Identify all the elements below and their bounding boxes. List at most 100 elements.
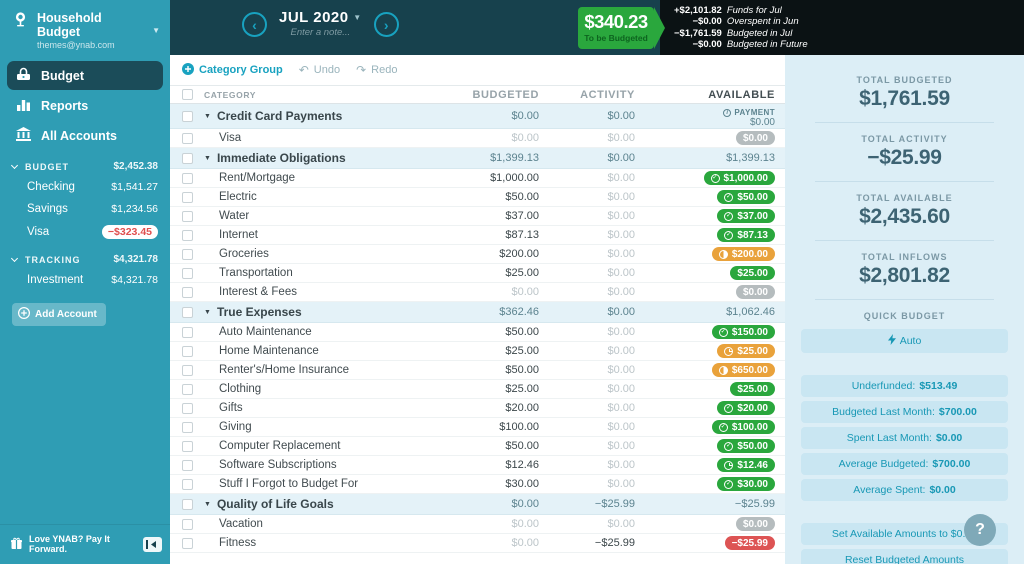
activity-value[interactable]: $0.00 bbox=[607, 132, 635, 144]
next-month-button[interactable]: › bbox=[373, 12, 399, 37]
quick-budget-button[interactable]: Average Spent: $0.00 bbox=[801, 479, 1008, 501]
activity-value[interactable]: $0.00 bbox=[607, 172, 635, 184]
collapse-group-icon[interactable]: ▼ bbox=[204, 308, 211, 316]
redo-button[interactable]: ↷ Redo bbox=[356, 63, 397, 77]
sidebar-account-row[interactable]: Investment $4,321.78 bbox=[0, 269, 170, 291]
activity-value[interactable]: $0.00 bbox=[607, 229, 635, 241]
category-name[interactable]: Fitness bbox=[219, 537, 257, 549]
budgeted-value[interactable]: $1,000.00 bbox=[490, 172, 539, 184]
budgeted-value[interactable]: $0.00 bbox=[511, 132, 539, 144]
select-all-checkbox[interactable] bbox=[182, 89, 193, 100]
activity-value[interactable]: $0.00 bbox=[607, 326, 635, 338]
available-pill[interactable]: ✓ $87.13 bbox=[717, 228, 775, 242]
category-checkbox[interactable] bbox=[182, 210, 193, 222]
available-pill[interactable]: $12.46 bbox=[717, 458, 775, 472]
activity-value[interactable]: −$25.99 bbox=[594, 537, 635, 549]
collapse-group-icon[interactable]: ▼ bbox=[204, 500, 211, 508]
available-pill[interactable]: ✓ $37.00 bbox=[717, 209, 775, 223]
available-pill[interactable]: ✓ $50.00 bbox=[717, 439, 775, 453]
previous-month-button[interactable]: ‹ bbox=[242, 12, 267, 37]
account-section-header[interactable]: BUDGET $2,452.38 bbox=[0, 151, 170, 176]
footer-message[interactable]: Love YNAB? Pay It Forward. bbox=[29, 534, 110, 554]
budgeted-value[interactable]: $100.00 bbox=[499, 421, 539, 433]
category-checkbox[interactable] bbox=[182, 248, 193, 260]
collapse-group-icon[interactable]: ▼ bbox=[204, 154, 211, 162]
activity-value[interactable]: $0.00 bbox=[607, 459, 635, 471]
available-pill[interactable]: $650.00 bbox=[711, 363, 775, 377]
budgeted-value[interactable]: $87.13 bbox=[505, 229, 539, 241]
category-checkbox[interactable] bbox=[182, 421, 193, 433]
quick-budget-button[interactable]: Average Budgeted: $700.00 bbox=[801, 453, 1008, 475]
sidebar-item-budget[interactable]: Budget bbox=[7, 61, 163, 90]
available-pill[interactable]: $25.00 bbox=[717, 344, 775, 358]
budgeted-value[interactable]: $50.00 bbox=[505, 364, 539, 376]
category-checkbox[interactable] bbox=[182, 518, 193, 530]
category-checkbox[interactable] bbox=[182, 267, 193, 279]
category-checkbox[interactable] bbox=[182, 191, 193, 203]
category-checkbox[interactable] bbox=[182, 229, 193, 241]
category-name[interactable]: Gifts bbox=[219, 402, 243, 414]
activity-value[interactable]: $0.00 bbox=[607, 286, 635, 298]
budgeted-value[interactable]: $12.46 bbox=[505, 459, 539, 471]
category-name[interactable]: Vacation bbox=[219, 518, 263, 530]
activity-value[interactable]: $0.00 bbox=[607, 440, 635, 452]
budgeted-value[interactable]: $50.00 bbox=[505, 326, 539, 338]
available-pill[interactable]: $0.00 bbox=[735, 131, 775, 145]
available-column-header[interactable]: AVAILABLE bbox=[708, 88, 775, 101]
category-name[interactable]: Rent/Mortgage bbox=[219, 172, 296, 184]
undo-button[interactable]: ↶ Undo bbox=[299, 63, 340, 77]
group-checkbox[interactable] bbox=[182, 152, 193, 164]
budgeted-value[interactable]: $25.00 bbox=[505, 267, 539, 279]
category-group-name[interactable]: ▼ Quality of Life Goals bbox=[204, 497, 427, 511]
account-section-header[interactable]: TRACKING $4,321.78 bbox=[0, 244, 170, 269]
category-name[interactable]: Interest & Fees bbox=[219, 286, 297, 298]
activity-value[interactable]: $0.00 bbox=[607, 210, 635, 222]
category-checkbox[interactable] bbox=[182, 132, 193, 144]
budget-switcher[interactable]: Household Budget themes@ynab.com ▼ bbox=[0, 0, 170, 60]
category-name[interactable]: Clothing bbox=[219, 383, 262, 395]
quick-budget-action-button[interactable]: Set Available Amounts to $0.00 bbox=[801, 523, 1008, 545]
category-name[interactable]: Renter's/Home Insurance bbox=[219, 364, 350, 376]
category-group-name[interactable]: ▼ Immediate Obligations bbox=[204, 151, 427, 165]
activity-value[interactable]: $0.00 bbox=[607, 518, 635, 530]
category-column-header[interactable]: CATEGORY bbox=[204, 89, 257, 100]
category-checkbox[interactable] bbox=[182, 402, 193, 414]
quick-budget-button[interactable]: Budgeted Last Month: $700.00 bbox=[801, 401, 1008, 423]
activity-value[interactable]: $0.00 bbox=[607, 421, 635, 433]
sidebar-account-row[interactable]: Checking $1,541.27 bbox=[0, 176, 170, 198]
activity-value[interactable]: $0.00 bbox=[607, 478, 635, 490]
budgeted-value[interactable]: $0.00 bbox=[511, 537, 539, 549]
budgeted-value[interactable]: $0.00 bbox=[511, 286, 539, 298]
category-checkbox[interactable] bbox=[182, 286, 193, 298]
category-group-name[interactable]: ▼ True Expenses bbox=[204, 305, 427, 319]
category-group-name[interactable]: ▼ Credit Card Payments bbox=[204, 109, 427, 123]
budgeted-value[interactable]: $37.00 bbox=[505, 210, 539, 222]
group-checkbox[interactable] bbox=[182, 110, 193, 122]
group-checkbox[interactable] bbox=[182, 498, 193, 510]
category-checkbox[interactable] bbox=[182, 383, 193, 395]
category-name[interactable]: Home Maintenance bbox=[219, 345, 319, 357]
budgeted-value[interactable]: $50.00 bbox=[505, 191, 539, 203]
budgeted-value[interactable]: $0.00 bbox=[511, 518, 539, 530]
available-pill[interactable]: −$25.99 bbox=[724, 536, 775, 550]
add-category-group-button[interactable]: Category Group bbox=[182, 62, 283, 78]
available-pill[interactable]: $25.00 bbox=[730, 266, 775, 280]
available-pill[interactable]: $25.00 bbox=[730, 382, 775, 396]
month-note-input[interactable]: Enter a note... bbox=[290, 27, 351, 38]
activity-value[interactable]: $0.00 bbox=[607, 364, 635, 376]
add-account-button[interactable]: Add Account bbox=[12, 303, 106, 326]
category-checkbox[interactable] bbox=[182, 459, 193, 471]
to-be-budgeted-box[interactable]: $340.23 To be Budgeted bbox=[578, 7, 665, 49]
available-pill[interactable]: ✓ $150.00 bbox=[711, 325, 775, 339]
sidebar-item-reports[interactable]: Reports bbox=[7, 91, 163, 120]
category-name[interactable]: Auto Maintenance bbox=[219, 326, 312, 338]
budgeted-value[interactable]: $50.00 bbox=[505, 440, 539, 452]
category-name[interactable]: Stuff I Forgot to Budget For bbox=[219, 478, 359, 490]
activity-value[interactable]: $0.00 bbox=[607, 402, 635, 414]
category-name[interactable]: Transportation bbox=[219, 267, 293, 279]
category-name[interactable]: Computer Replacement bbox=[219, 440, 341, 452]
category-name[interactable]: Water bbox=[219, 210, 250, 222]
budgeted-value[interactable]: $30.00 bbox=[505, 478, 539, 490]
category-name[interactable]: Internet bbox=[219, 229, 258, 241]
collapse-sidebar-button[interactable] bbox=[142, 536, 162, 552]
